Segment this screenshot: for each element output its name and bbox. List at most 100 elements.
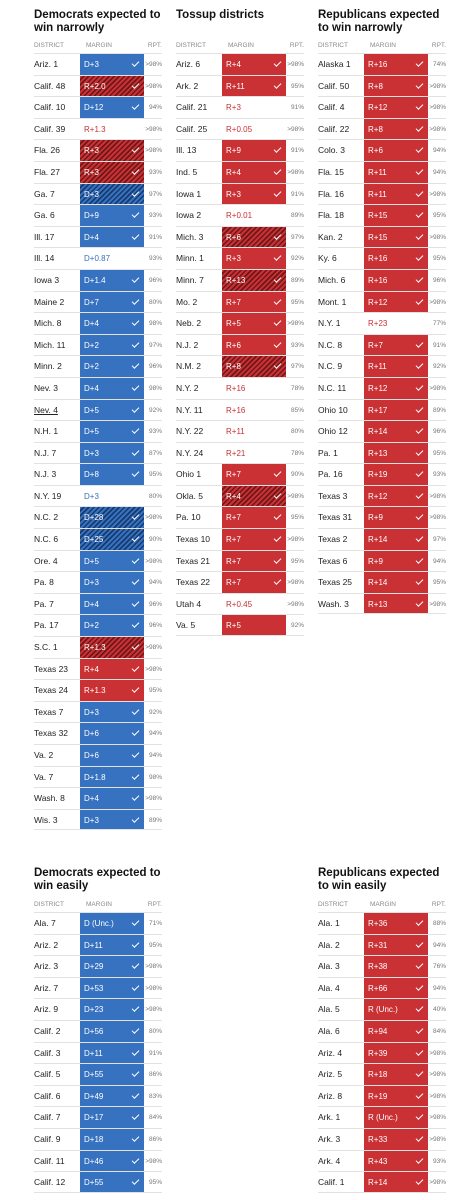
margin-cell: R+38	[364, 956, 428, 977]
checkmark-icon	[415, 404, 424, 413]
reporting-percent: >98%	[429, 492, 446, 500]
column-header-margin: MARGIN	[86, 901, 112, 908]
table-row: Pa. 16 R+19 93%	[318, 463, 446, 485]
margin-cell: R+19	[364, 464, 428, 485]
margin-cell: R+13	[364, 593, 428, 614]
checkmark-icon	[415, 1069, 424, 1078]
reporting-percent: >98%	[287, 600, 304, 608]
reporting-percent: 95%	[290, 514, 304, 522]
checkmark-icon	[131, 577, 140, 586]
district-name: S.C. 1	[34, 642, 58, 653]
table-row: N.C. 9 R+11 92%	[318, 355, 446, 377]
reporting-percent: 89%	[290, 212, 304, 220]
margin-value: D+17	[84, 1113, 104, 1123]
district-name: Calif. 25	[176, 123, 208, 134]
table-row: Ohio 12 R+14 96%	[318, 420, 446, 442]
column-header-row: DISTRICT MARGIN RPT.	[318, 41, 446, 51]
table-row: Alaska 1 R+16 74%	[318, 53, 446, 75]
district-name: Wash. 3	[318, 598, 349, 609]
margin-value: R+8	[368, 81, 383, 91]
checkmark-icon	[131, 339, 140, 348]
district-name: N.Y. 19	[34, 490, 62, 501]
district-name: Mich. 3	[176, 231, 204, 242]
margin-value: D+3	[84, 491, 99, 501]
margin-value: R+16	[368, 60, 388, 69]
reporting-percent: 91%	[290, 190, 304, 198]
table-row: N.C. 2 D+28 >98%	[34, 506, 162, 529]
reporting-percent: 91%	[148, 1049, 162, 1057]
margin-value: R+0.05	[226, 124, 253, 134]
checkmark-icon	[415, 231, 424, 240]
margin-value: D+3	[84, 578, 99, 588]
district-name: Pa. 8	[34, 577, 54, 588]
reporting-percent: >98%	[145, 1006, 162, 1014]
checkmark-icon	[131, 939, 140, 948]
table-row: Calif. 25 R+0.05 >98%	[176, 117, 304, 140]
margin-cell: R+11	[364, 356, 428, 377]
checkmark-icon	[273, 534, 282, 542]
checkmark-icon	[131, 512, 140, 521]
reporting-percent: 95%	[290, 298, 304, 306]
reporting-percent: >98%	[429, 514, 446, 522]
margin-value: D+25	[84, 535, 104, 545]
reporting-percent: 96%	[148, 600, 162, 608]
margin-value: R+14	[368, 535, 388, 545]
checkmark-icon	[131, 59, 140, 67]
district-name: Calif. 48	[34, 80, 66, 91]
district-name: Calif. 5	[34, 1069, 61, 1080]
reporting-percent: 97%	[148, 341, 162, 349]
district-link[interactable]: Nev. 4	[34, 404, 58, 415]
checkmark-icon	[131, 1134, 140, 1142]
checkmark-icon	[131, 318, 140, 327]
table-row: Mont. 1 R+12 >98%	[318, 290, 446, 313]
district-name: Nev. 3	[34, 382, 58, 393]
reporting-percent: >98%	[145, 82, 162, 90]
margin-cell: D+5	[80, 421, 144, 442]
table-row: S.C. 1 R+1.3 >98%	[34, 636, 162, 658]
checkmark-icon	[415, 447, 424, 456]
margin-value: R+21	[226, 448, 246, 458]
table-row: N.J. 3 D+8 95%	[34, 463, 162, 485]
checkmark-icon	[273, 253, 282, 262]
table-row: Fla. 26 R+3 >98%	[34, 139, 162, 161]
margin-value: R+7	[226, 470, 241, 480]
margin-cell: D+4	[80, 593, 144, 615]
margin-cell: R+12	[364, 377, 428, 399]
table-row: N.J. 7 D+3 87%	[34, 441, 162, 464]
table-row: Ala. 2 R+31 94%	[318, 933, 446, 956]
checkmark-icon	[131, 1090, 140, 1099]
checkmark-icon	[415, 80, 424, 89]
reporting-percent: >98%	[287, 168, 304, 176]
reporting-percent: 98%	[148, 320, 162, 328]
district-name: Ark. 1	[318, 1112, 341, 1123]
margin-cell: D+3	[80, 486, 144, 507]
table-row: Mich. 3 R+6 97%	[176, 225, 304, 248]
margin-value: R+16	[368, 275, 388, 285]
table-row: Calif. 3 D+11 91%	[34, 1041, 162, 1064]
table-row: Ark. 1 R (Unc.) >98%	[318, 1106, 446, 1128]
table-row: N.Y. 24 R+21 78%	[176, 441, 304, 464]
reporting-percent: 95%	[432, 449, 446, 457]
reporting-percent: >98%	[429, 82, 446, 90]
margin-value: D+1.8	[84, 772, 106, 782]
table-row: Calif. 21 R+3 91%	[176, 96, 304, 118]
reporting-percent: 80%	[290, 428, 304, 436]
district-name: Wis. 3	[34, 814, 58, 825]
table-row: Mich. 11 D+2 97%	[34, 333, 162, 356]
reporting-percent: >98%	[429, 600, 446, 608]
margin-value: R+5	[226, 319, 241, 329]
district-name: Utah 4	[176, 598, 202, 609]
reporting-percent: >98%	[429, 1049, 446, 1057]
column-header-row: DISTRICT MARGIN RPT.	[34, 41, 162, 51]
margin-cell: R+3	[80, 161, 144, 183]
checkmark-icon	[415, 210, 424, 219]
margin-cell: D+3	[80, 572, 144, 593]
reporting-percent: 93%	[148, 212, 162, 220]
table-row: Nev. 3 D+4 98%	[34, 376, 162, 399]
column-header-district: DISTRICT	[176, 42, 206, 49]
district-name: N.Y. 22	[176, 426, 204, 437]
district-name: Ill. 17	[34, 231, 55, 242]
district-name: Calif. 6	[34, 1090, 61, 1101]
table-row: Ala. 4 R+66 94%	[318, 976, 446, 999]
district-name: Ill. 14	[34, 253, 55, 264]
